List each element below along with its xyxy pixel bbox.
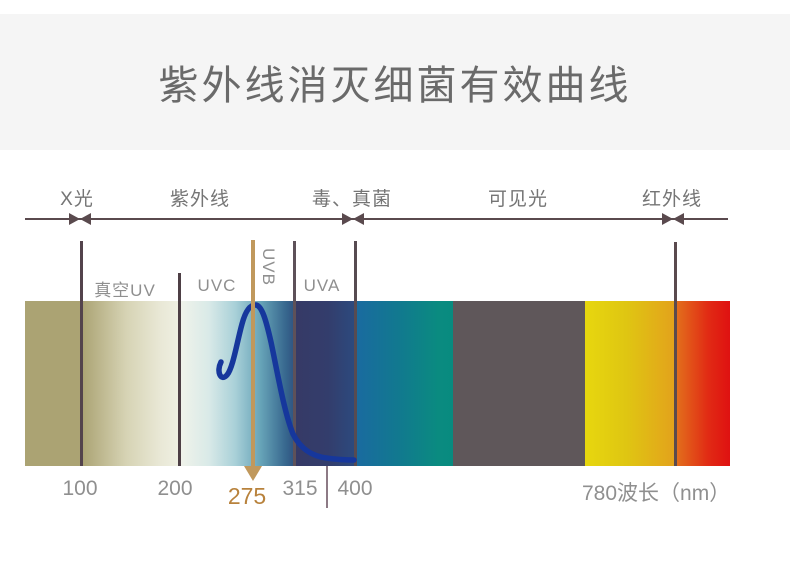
- zone-label-uvb: UVB: [259, 248, 278, 286]
- tick-100: 100: [62, 477, 98, 500]
- tick-400: 400: [337, 477, 373, 500]
- title-banner: 紫外线消灭细菌有效曲线: [0, 14, 790, 150]
- tick-divider-line: [326, 466, 328, 508]
- axis-marker-icon: [342, 213, 364, 225]
- boundary-line-100nm: [80, 241, 83, 466]
- tick-200: 200: [157, 477, 193, 500]
- boundary-line-400nm: [354, 241, 357, 466]
- tick-315: 315: [282, 477, 318, 500]
- region-label-uv: 紫外线: [169, 189, 231, 210]
- tick-780-wavelength-unit: 780波长（nm）: [582, 482, 731, 505]
- boundary-line-780nm: [674, 242, 677, 466]
- axis-marker-icon: [662, 213, 684, 225]
- spectrum-segment-uva: [295, 301, 355, 466]
- axis-marker-icon: [69, 213, 91, 225]
- peak-arrow-shaft: [251, 240, 255, 467]
- peak-arrow-down-icon: [244, 466, 262, 481]
- region-label-fungi: 毒、真菌: [311, 189, 393, 210]
- spectrum-segment-red: [676, 301, 730, 466]
- spectrum-band: [25, 301, 730, 466]
- boundary-line-200nm: [178, 273, 181, 466]
- zone-label-uvc: UVC: [197, 276, 237, 295]
- spectrum-segment-violet-blue: [355, 301, 453, 466]
- zone-label-vacuum-uv: 真空UV: [94, 281, 156, 300]
- boundary-line-315nm: [293, 241, 296, 466]
- page-title: 紫外线消灭细菌有效曲线: [158, 64, 632, 108]
- spectrum-segment-yellow-orange: [585, 301, 676, 466]
- tick-275-highlight: 275: [227, 483, 267, 509]
- spectrum-segment-gray-block: [453, 301, 585, 466]
- region-label-xray: X光: [60, 189, 94, 210]
- spectrum-segment-x-ray-left: [25, 301, 82, 466]
- spectrum-segment-uvc: [180, 301, 295, 466]
- spectrum-segment-vacuum-uv: [82, 301, 180, 466]
- region-label-visible: 可见光: [487, 189, 549, 210]
- zone-label-uva: UVA: [303, 276, 341, 295]
- axis-line: [25, 218, 728, 220]
- region-label-infrared: 红外线: [641, 189, 703, 210]
